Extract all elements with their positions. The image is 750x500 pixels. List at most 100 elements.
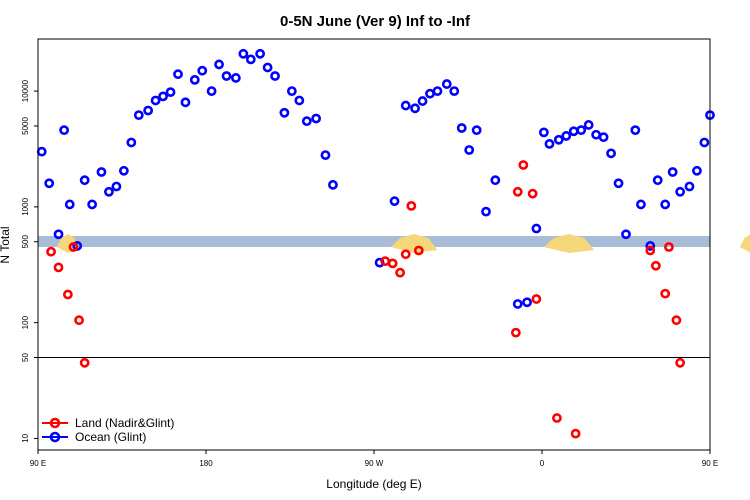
ocean-point	[230, 73, 241, 83]
ocean-point	[245, 54, 256, 65]
ocean-point	[279, 107, 290, 118]
ocean-point	[432, 86, 443, 96]
ocean-point	[143, 105, 154, 116]
ocean-point	[456, 123, 467, 133]
ocean-point	[87, 199, 98, 210]
land-point	[380, 256, 391, 267]
ocean-point	[621, 229, 631, 240]
band-land-segment	[390, 234, 438, 254]
land-point	[664, 242, 674, 252]
legend: Land (Nadir&Glint) Ocean (Glint)	[42, 416, 174, 444]
x-tick-label: 90 W	[365, 459, 384, 468]
ocean-point	[165, 87, 176, 98]
ocean-point	[320, 150, 331, 161]
land-point	[650, 260, 661, 271]
ocean-point	[59, 125, 70, 136]
y-axis-label: N Total	[0, 226, 12, 263]
ocean-point	[481, 206, 491, 217]
ocean-point	[173, 69, 183, 80]
y-tick-label: 10000	[21, 79, 30, 102]
ocean-point	[286, 86, 297, 96]
x-tick-label: 0	[540, 459, 545, 468]
ocean-point	[270, 71, 280, 81]
ocean-point	[441, 79, 452, 89]
ocean-point	[118, 165, 129, 176]
y-tick-label: 500	[21, 235, 30, 249]
x-axis: 90 E 180 90 W 0 90 E	[30, 450, 718, 468]
y-axis: 10 50 100 500 1000 5000 10000	[21, 79, 38, 443]
ocean-point	[311, 113, 322, 124]
land-point	[68, 242, 79, 252]
land-point	[675, 357, 686, 368]
ocean-point	[538, 127, 549, 138]
land-point	[74, 315, 84, 326]
land-point	[387, 258, 398, 269]
ocean-point	[490, 175, 501, 186]
x-tick-label: 90 E	[702, 459, 718, 468]
y-tick-label: 100	[21, 315, 30, 329]
ocean-point	[111, 181, 122, 192]
land-point	[413, 245, 424, 256]
ocean-point	[410, 103, 420, 114]
land-point	[53, 262, 64, 273]
x-tick-label: 180	[199, 459, 213, 468]
land-point	[395, 267, 406, 278]
ocean-point	[591, 129, 602, 140]
land-point	[79, 357, 90, 368]
y-tick-label: 5000	[21, 117, 30, 135]
band-ocean-segment	[38, 236, 710, 248]
ocean-point	[675, 186, 686, 197]
legend-land-label: Land (Nadir&Glint)	[75, 416, 174, 430]
ocean-point	[96, 167, 107, 177]
ocean-point	[64, 199, 75, 210]
ocean-point	[189, 74, 200, 85]
ocean-point	[553, 134, 564, 145]
coastline-band	[38, 234, 750, 254]
plot-area	[36, 38, 750, 451]
ocean-point	[684, 181, 695, 192]
ocean-point	[692, 165, 702, 176]
legend-land-marker	[49, 417, 61, 429]
land-point	[570, 428, 581, 439]
land-point	[660, 288, 671, 299]
ocean-point	[262, 62, 273, 73]
x-axis-label: Longitude (deg E)	[326, 477, 421, 491]
ocean-point	[667, 167, 678, 177]
ocean-point	[214, 59, 224, 70]
ocean-point	[197, 65, 208, 76]
ocean-point	[79, 175, 90, 186]
ocean-point	[471, 125, 482, 136]
data-points	[36, 48, 715, 439]
ocean-point	[301, 116, 312, 127]
ocean-point	[613, 178, 624, 189]
land-point	[527, 188, 538, 199]
land-point	[510, 327, 521, 338]
ocean-point	[512, 299, 523, 309]
land-point	[645, 245, 656, 256]
ocean-point	[425, 88, 435, 99]
land-point	[62, 289, 73, 300]
ocean-point	[531, 223, 542, 234]
ocean-point	[400, 100, 411, 111]
ocean-point	[598, 132, 609, 143]
ocean-point	[150, 95, 161, 106]
land-point	[552, 413, 562, 423]
ocean-point	[255, 48, 266, 59]
y-tick-label: 50	[21, 353, 30, 362]
ocean-point	[645, 241, 656, 251]
ocean-point	[328, 179, 338, 190]
land-point	[406, 200, 417, 211]
y-tick-label: 1000	[21, 197, 30, 215]
ocean-point	[449, 86, 460, 96]
legend-ocean-marker	[49, 431, 61, 443]
ocean-point	[238, 48, 249, 59]
ocean-point	[606, 148, 616, 159]
ocean-point	[53, 229, 64, 240]
ocean-point	[133, 110, 144, 121]
ocean-point	[126, 137, 137, 148]
ocean-point	[464, 145, 475, 155]
land-point	[671, 315, 682, 326]
y-tick-label: 10	[21, 433, 30, 442]
band-land-segment	[543, 234, 595, 254]
x-tick-label: 90 E	[30, 459, 46, 468]
